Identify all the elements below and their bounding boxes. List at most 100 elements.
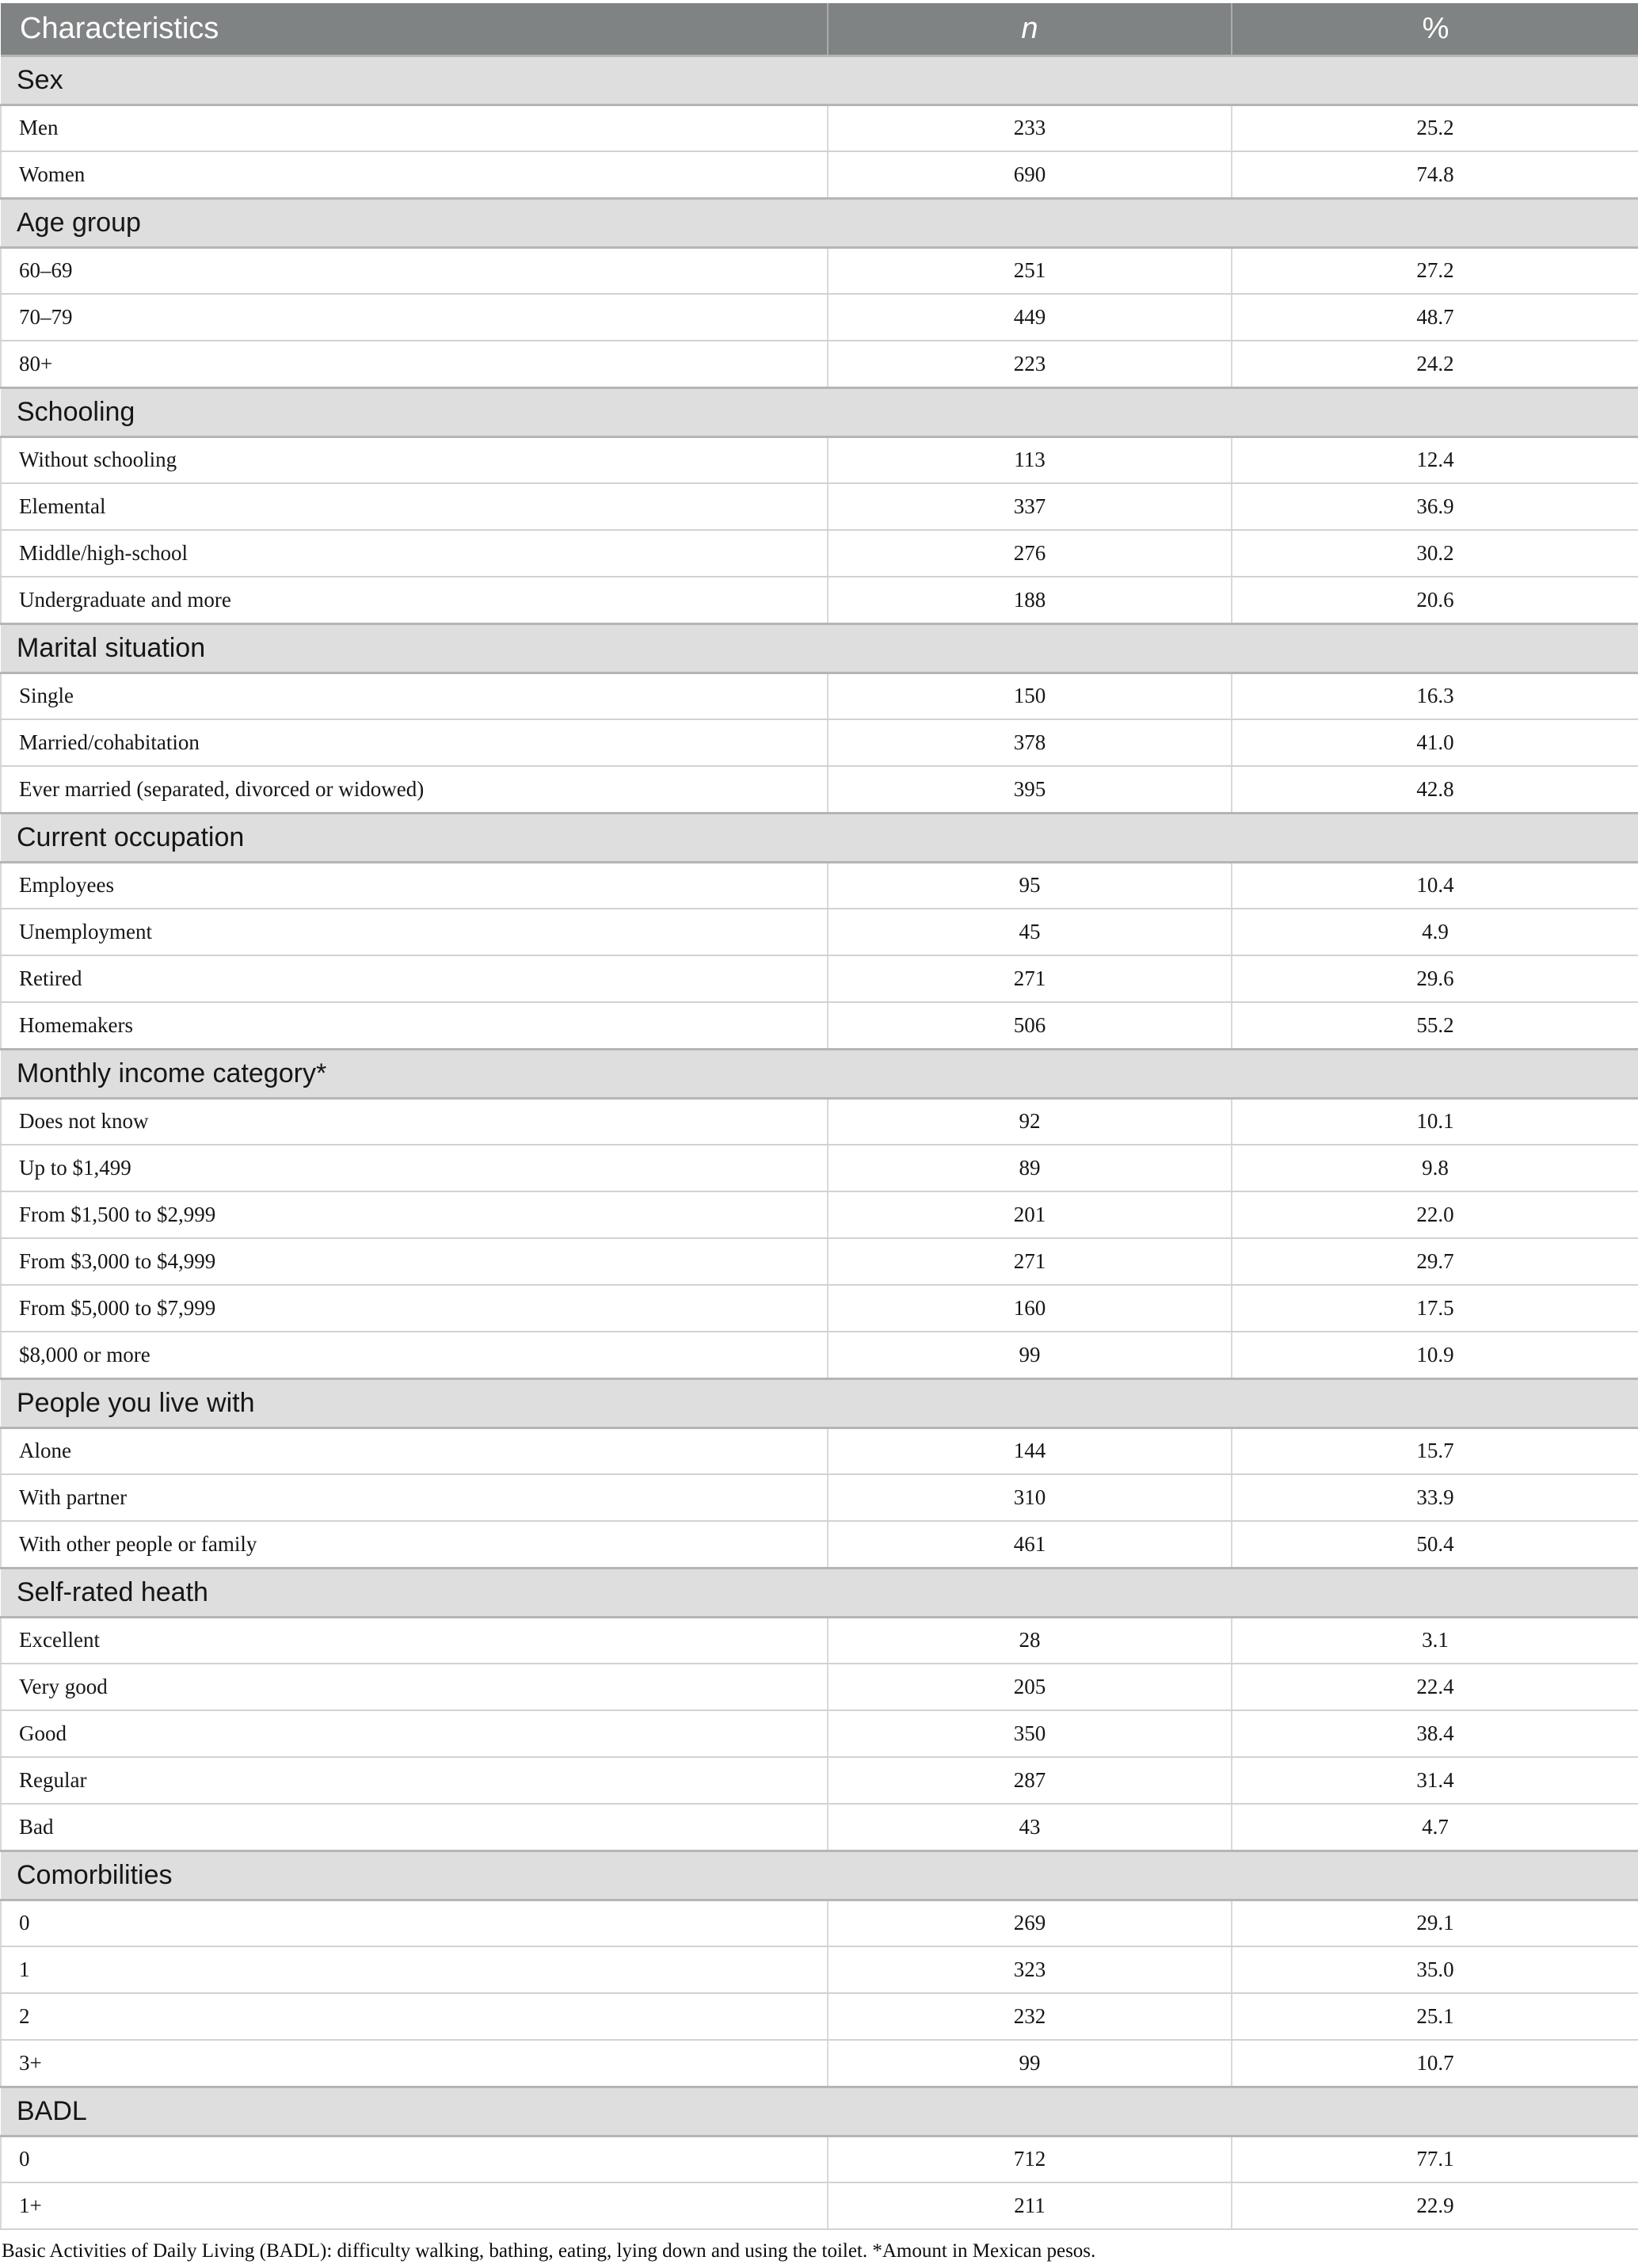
section-row-marital-situation: Marital situation xyxy=(1,622,1638,674)
row-label-cell: 60–69 xyxy=(0,247,828,295)
percent-value-cell: 25.2 xyxy=(1231,105,1638,152)
n-value-cell: 89 xyxy=(827,1145,1232,1192)
n-value-cell: 205 xyxy=(827,1664,1232,1711)
table-row: 80+ 223 24.2 xyxy=(0,341,1638,388)
section-row-monthly-income-category: Monthly income category* xyxy=(1,1047,1638,1100)
n-value-cell: 188 xyxy=(827,577,1232,624)
percent-value-cell: 38.4 xyxy=(1231,1710,1638,1758)
row-label-cell: Does not know xyxy=(0,1098,828,1145)
n-value-cell: 223 xyxy=(827,341,1232,388)
row-label-cell: 1+ xyxy=(0,2182,828,2230)
n-value-cell: 395 xyxy=(827,766,1232,814)
row-label-cell: Bad xyxy=(0,1804,828,1851)
n-value-cell: 271 xyxy=(827,1238,1232,1286)
column-header-characteristics: Characteristics xyxy=(1,3,828,55)
section-label: People you live with xyxy=(1,1377,1638,1429)
percent-value-cell: 15.7 xyxy=(1231,1428,1638,1475)
n-value-cell: 378 xyxy=(827,719,1232,767)
section-row-schooling: Schooling xyxy=(1,386,1638,438)
n-value-cell: 160 xyxy=(827,1285,1232,1332)
percent-value-cell: 10.7 xyxy=(1231,2040,1638,2087)
percent-value-cell: 17.5 xyxy=(1231,1285,1638,1332)
table-row: Employees 95 10.4 xyxy=(0,862,1638,909)
table-row: Elemental 337 36.9 xyxy=(0,483,1638,531)
row-label-cell: 1 xyxy=(0,1946,828,1994)
table-row: Without schooling 113 12.4 xyxy=(0,436,1638,484)
row-label-cell: From $3,000 to $4,999 xyxy=(0,1238,828,1286)
percent-value-cell: 4.7 xyxy=(1231,1804,1638,1851)
n-value-cell: 99 xyxy=(827,1332,1232,1379)
n-value-cell: 323 xyxy=(827,1946,1232,1994)
table-row: Women 690 74.8 xyxy=(0,151,1638,199)
percent-value-cell: 12.4 xyxy=(1231,436,1638,484)
table-row: Retired 271 29.6 xyxy=(0,955,1638,1003)
n-value-cell: 337 xyxy=(827,483,1232,531)
n-value-cell: 144 xyxy=(827,1428,1232,1475)
table-row: Alone 144 15.7 xyxy=(0,1428,1638,1475)
row-label-cell: Single xyxy=(0,673,828,720)
n-value-cell: 690 xyxy=(827,151,1232,199)
n-value-cell: 232 xyxy=(827,1993,1232,2041)
n-value-cell: 506 xyxy=(827,1002,1232,1050)
n-value-cell: 99 xyxy=(827,2040,1232,2087)
row-label-cell: Good xyxy=(0,1710,828,1758)
percent-value-cell: 36.9 xyxy=(1231,483,1638,531)
table-row: 60–69 251 27.2 xyxy=(0,247,1638,295)
percent-value-cell: 22.4 xyxy=(1231,1664,1638,1711)
percent-value-cell: 29.7 xyxy=(1231,1238,1638,1286)
table-row: From $1,500 to $2,999 201 22.0 xyxy=(0,1191,1638,1239)
table-row: 0 269 29.1 xyxy=(0,1900,1638,1947)
table-row: $8,000 or more 99 10.9 xyxy=(0,1332,1638,1379)
characteristics-table: Characteristics n % Sex Men 233 25.2 Women 69… xyxy=(0,3,1638,2230)
section-label: Marital situation xyxy=(1,622,1638,674)
row-label-cell: $8,000 or more xyxy=(0,1332,828,1379)
row-label-cell: 2 xyxy=(0,1993,828,2041)
percent-value-cell: 24.2 xyxy=(1231,341,1638,388)
row-label-cell: 3+ xyxy=(0,2040,828,2087)
percent-value-cell: 9.8 xyxy=(1231,1145,1638,1192)
column-header-n: n xyxy=(827,3,1232,55)
n-value-cell: 251 xyxy=(827,247,1232,295)
row-label-cell: From $5,000 to $7,999 xyxy=(0,1285,828,1332)
n-value-cell: 211 xyxy=(827,2182,1232,2230)
percent-value-cell: 31.4 xyxy=(1231,1757,1638,1805)
table-row: From $5,000 to $7,999 160 17.5 xyxy=(0,1285,1638,1332)
row-label-cell: Ever married (separated, divorced or wid… xyxy=(0,766,828,814)
table-row: Ever married (separated, divorced or wid… xyxy=(0,766,1638,814)
table-row: Men 233 25.2 xyxy=(0,105,1638,152)
percent-value-cell: 50.4 xyxy=(1231,1521,1638,1569)
n-value-cell: 201 xyxy=(827,1191,1232,1239)
table-row: Middle/high-school 276 30.2 xyxy=(0,530,1638,577)
row-label-cell: Regular xyxy=(0,1757,828,1805)
section-label: Sex xyxy=(1,54,1638,106)
row-label-cell: Employees xyxy=(0,862,828,909)
table-row: Up to $1,499 89 9.8 xyxy=(0,1145,1638,1192)
n-value-cell: 113 xyxy=(827,436,1232,484)
section-label: Self-rated heath xyxy=(1,1566,1638,1618)
row-label-cell: Without schooling xyxy=(0,436,828,484)
table-row: With other people or family 461 50.4 xyxy=(0,1521,1638,1569)
percent-value-cell: 16.3 xyxy=(1231,673,1638,720)
percent-value-cell: 22.0 xyxy=(1231,1191,1638,1239)
table-row: Undergraduate and more 188 20.6 xyxy=(0,577,1638,624)
n-value-cell: 712 xyxy=(827,2136,1232,2183)
section-label: Current occupation xyxy=(1,811,1638,863)
n-value-cell: 95 xyxy=(827,862,1232,909)
n-value-cell: 45 xyxy=(827,909,1232,956)
percent-value-cell: 42.8 xyxy=(1231,766,1638,814)
row-label-cell: With other people or family xyxy=(0,1521,828,1569)
n-value-cell: 43 xyxy=(827,1804,1232,1851)
table-row: Homemakers 506 55.2 xyxy=(0,1002,1638,1050)
n-value-cell: 233 xyxy=(827,105,1232,152)
table-row: 2 232 25.1 xyxy=(0,1993,1638,2041)
percent-value-cell: 74.8 xyxy=(1231,151,1638,199)
percent-value-cell: 41.0 xyxy=(1231,719,1638,767)
percent-value-cell: 29.1 xyxy=(1231,1900,1638,1947)
row-label-cell: Retired xyxy=(0,955,828,1003)
n-value-cell: 350 xyxy=(827,1710,1232,1758)
percent-value-cell: 4.9 xyxy=(1231,909,1638,956)
row-label-cell: 80+ xyxy=(0,341,828,388)
row-label-cell: Married/cohabitation xyxy=(0,719,828,767)
table-row: Single 150 16.3 xyxy=(0,673,1638,720)
